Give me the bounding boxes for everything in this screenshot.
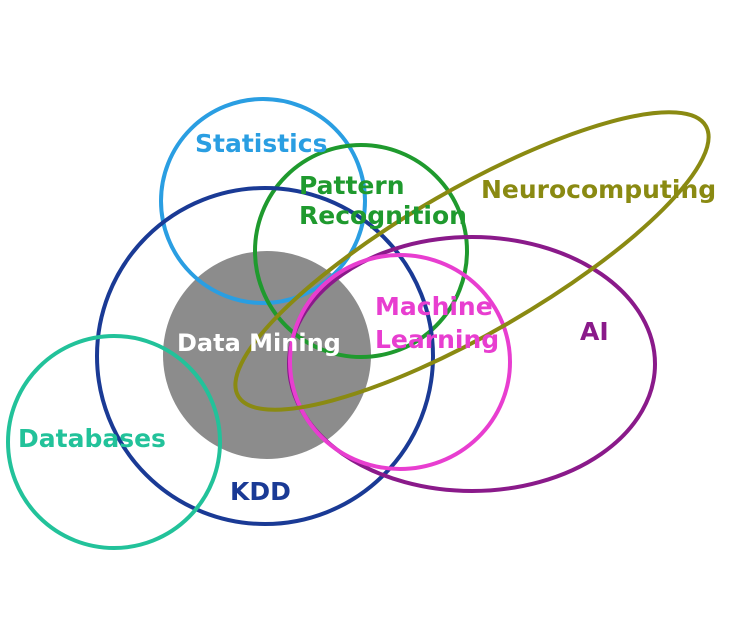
statistics-label: Statistics [195, 129, 327, 158]
pattern-recognition-label-line1: Pattern [299, 171, 405, 200]
machine-learning-ellipse [288, 253, 512, 471]
machine-learning-label-line2: Learning [375, 325, 499, 354]
statistics-circle [159, 97, 367, 305]
data-mining-label: Data Mining [177, 329, 341, 357]
databases-circle [6, 334, 222, 550]
ai-label: AI [580, 317, 609, 346]
pattern-recognition-label-line2: Recognition [299, 201, 467, 230]
neurocomputing-label: Neurocomputing [481, 175, 716, 204]
machine-learning-label-line1: Machine [375, 292, 493, 321]
databases-label: Databases [18, 424, 166, 453]
neurocomputing-ellipse [233, 110, 711, 412]
kdd-label: KDD [230, 477, 291, 506]
pattern-recognition-circle [253, 143, 469, 359]
kdd-circle [95, 186, 435, 526]
